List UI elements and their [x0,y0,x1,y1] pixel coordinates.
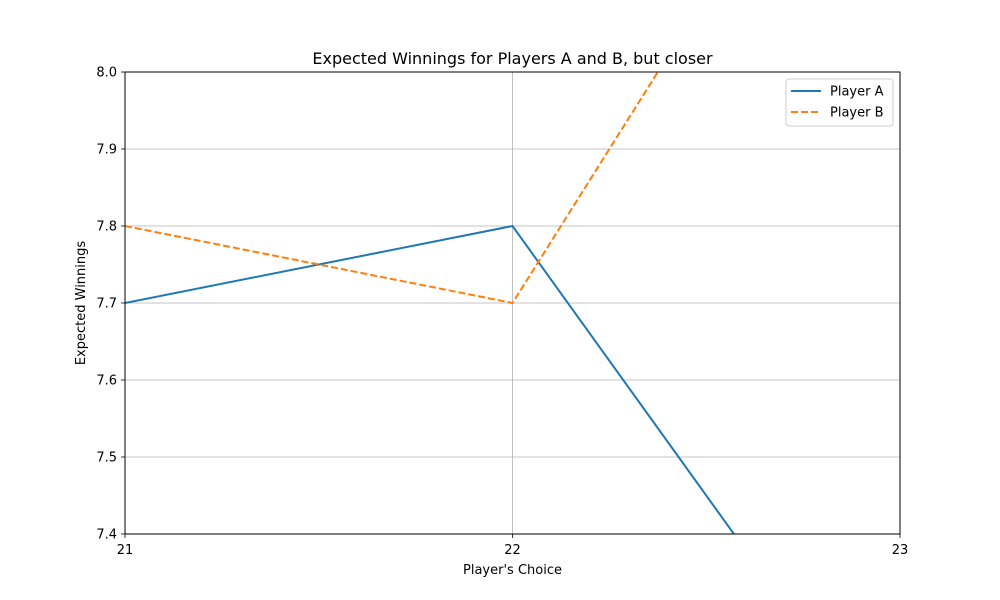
y-tick-label: 7.8 [96,220,117,235]
y-tick-label: 7.9 [96,143,117,158]
y-tick-label: 7.4 [96,528,117,543]
legend-label: Player B [830,106,884,121]
x-tick-label: 22 [504,543,521,558]
y-axis-ticks: 7.4 7.5 7.6 7.7 7.8 7.9 8.0 [96,66,125,543]
x-tick-label: 21 [117,543,134,558]
series-line-player-b [125,72,659,304]
x-tick-label: 23 [892,543,909,558]
y-tick-label: 8.0 [96,66,117,81]
legend-label: Player A [830,85,884,100]
y-tick-label: 7.6 [96,374,117,389]
x-axis-label: Player's Choice [463,563,562,578]
chart-title: Expected Winnings for Players A and B, b… [312,49,713,68]
y-axis-label: Expected Winnings [74,241,89,366]
y-tick-label: 7.7 [96,297,117,312]
x-axis-ticks: 21 22 23 [117,534,909,558]
y-tick-label: 7.5 [96,451,117,466]
series-line-player-a [125,225,736,534]
legend: Player A Player B [785,78,894,127]
series-group [125,72,736,534]
